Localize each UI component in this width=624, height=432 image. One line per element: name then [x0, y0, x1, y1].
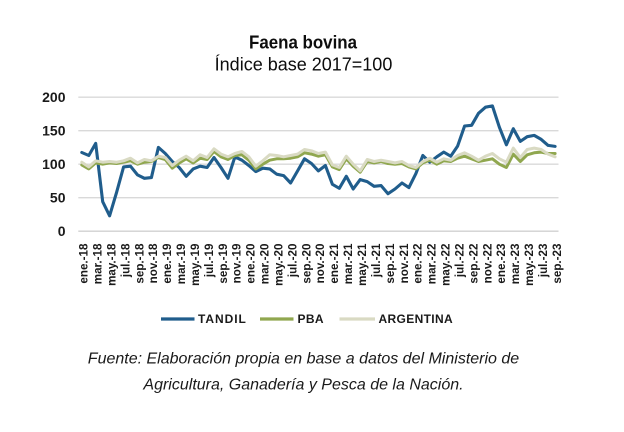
svg-text:ene.-21: ene.-21	[328, 243, 341, 284]
svg-text:ene.-22: ene.-22	[412, 244, 425, 284]
svg-text:may.-21: may.-21	[356, 243, 369, 286]
svg-text:ARGENTINA: ARGENTINA	[379, 312, 453, 326]
svg-text:jul.-19: jul.-19	[203, 243, 216, 278]
svg-text:150: 150	[42, 123, 66, 139]
svg-text:jul.-18: jul.-18	[119, 243, 132, 278]
svg-text:mar.-21: mar.-21	[342, 243, 355, 284]
svg-text:Fuente: Elaboración propia en: Fuente: Elaboración propia en base a dat…	[88, 351, 519, 368]
svg-text:may.-20: may.-20	[273, 244, 286, 286]
svg-text:ene.-20: ene.-20	[245, 244, 258, 284]
svg-text:nov.-19: nov.-19	[231, 243, 244, 283]
svg-text:100: 100	[42, 156, 66, 172]
svg-text:50: 50	[50, 190, 66, 206]
svg-text:may.-18: may.-18	[105, 243, 118, 286]
svg-text:may.-19: may.-19	[189, 243, 202, 286]
svg-text:sep.-22: sep.-22	[467, 244, 480, 284]
svg-text:nov.-22: nov.-22	[481, 244, 494, 284]
svg-text:ene.-23: ene.-23	[495, 243, 508, 284]
svg-text:ene.-18: ene.-18	[78, 243, 91, 284]
svg-text:mar.-20: mar.-20	[259, 244, 272, 285]
svg-text:jul.-22: jul.-22	[453, 244, 466, 279]
svg-text:jul.-21: jul.-21	[370, 243, 383, 278]
svg-text:200: 200	[42, 89, 66, 105]
svg-text:nov.-18: nov.-18	[147, 243, 160, 283]
svg-text:sep.-23: sep.-23	[551, 243, 564, 284]
svg-text:TANDIL: TANDIL	[198, 312, 247, 326]
svg-text:sep.-21: sep.-21	[384, 243, 397, 284]
svg-text:0: 0	[58, 223, 66, 239]
svg-text:mar.-19: mar.-19	[175, 243, 188, 284]
svg-text:Índice base 2017=100: Índice base 2017=100	[215, 55, 393, 75]
svg-text:sep.-20: sep.-20	[300, 244, 313, 284]
svg-text:Agricultura, Ganadería y Pesca: Agricultura, Ganadería y Pesca de la Nac…	[142, 377, 463, 394]
svg-text:nov.-21: nov.-21	[398, 243, 411, 283]
svg-text:Faena bovina: Faena bovina	[249, 32, 358, 52]
svg-text:jul.-20: jul.-20	[286, 244, 299, 279]
svg-text:PBA: PBA	[298, 312, 324, 326]
svg-text:mar.-22: mar.-22	[426, 244, 439, 285]
svg-text:may.-23: may.-23	[523, 243, 536, 286]
svg-text:mar.-23: mar.-23	[509, 243, 522, 284]
svg-text:nov.-20: nov.-20	[314, 244, 327, 284]
svg-text:may.-22: may.-22	[440, 244, 453, 286]
svg-text:jul.-23: jul.-23	[537, 243, 550, 278]
svg-text:mar.-18: mar.-18	[92, 243, 105, 284]
svg-text:sep.-18: sep.-18	[133, 243, 146, 284]
svg-text:ene.-19: ene.-19	[161, 243, 174, 284]
svg-text:sep.-19: sep.-19	[217, 243, 230, 284]
